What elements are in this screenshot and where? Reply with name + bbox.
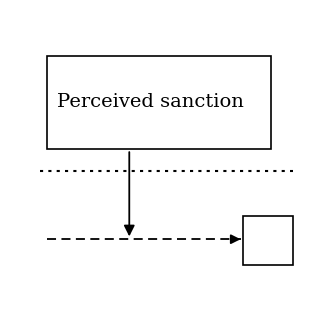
Bar: [243, 216, 293, 265]
Text: Perceived sanction: Perceived sanction: [57, 93, 244, 111]
Bar: [47, 56, 271, 149]
